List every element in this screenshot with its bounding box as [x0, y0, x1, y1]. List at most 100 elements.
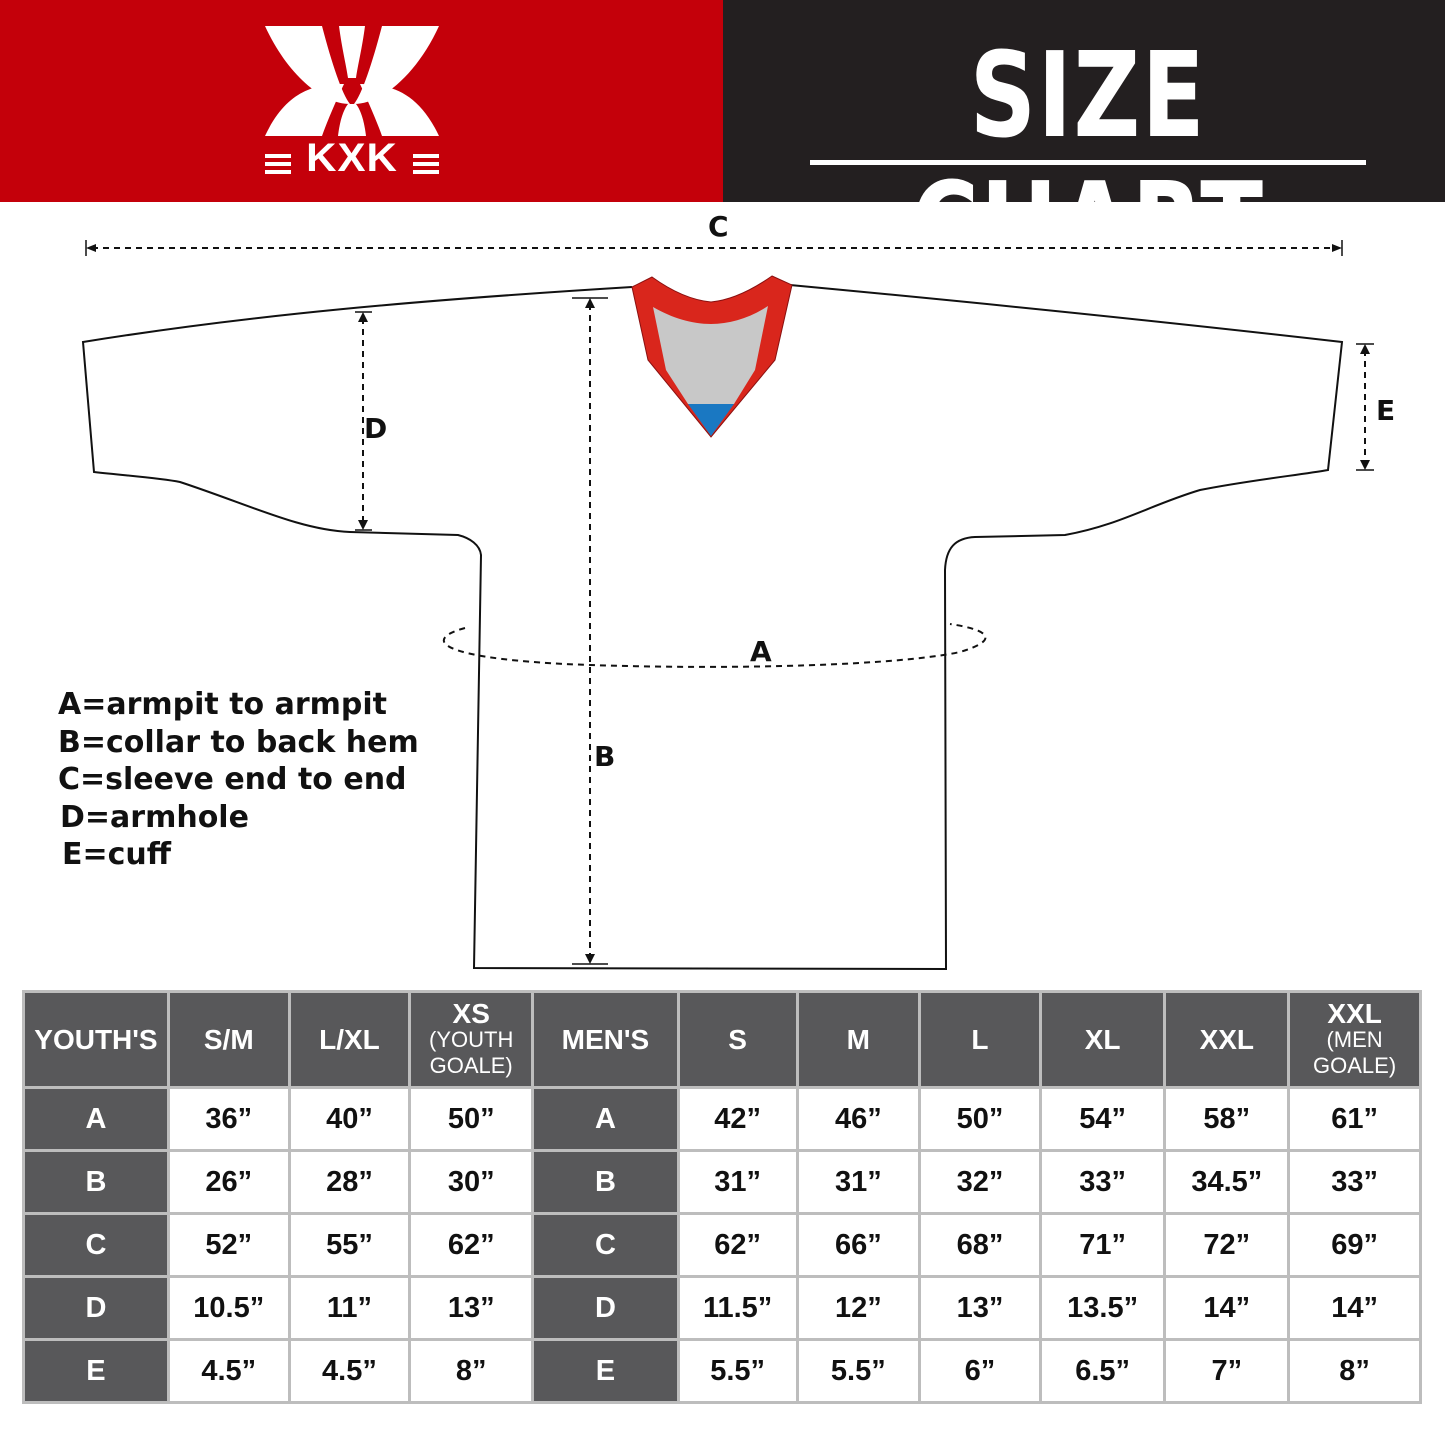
table-cell: 33” — [1287, 1149, 1422, 1215]
row-header: A — [531, 1086, 680, 1152]
column-header-main: XS — [452, 997, 490, 1029]
table-cell: 33” — [1038, 1149, 1167, 1215]
collar-tag — [688, 404, 734, 436]
table-cell: 31” — [676, 1149, 799, 1215]
table-cell: 32” — [918, 1149, 1042, 1215]
label-c: C — [708, 210, 729, 243]
table-cell: 6.5” — [1038, 1338, 1167, 1404]
table-cell: 58” — [1163, 1086, 1291, 1152]
jersey-diagram — [81, 240, 1374, 971]
column-header-main: L — [971, 1023, 989, 1055]
table-cell: 6” — [918, 1338, 1042, 1404]
table-cell: 4.5” — [166, 1338, 291, 1404]
row-header: D — [22, 1275, 170, 1341]
brand-name: KXK — [306, 136, 398, 180]
column-header: XXL (MEN GOALE) — [1287, 990, 1422, 1089]
jersey-outline — [81, 284, 1344, 971]
table-row: E 4.5” 4.5” 8” E 5.5” 5.5” 6” 6.5” 7” 8” — [22, 1338, 1422, 1404]
size-table: YOUTH'S S/M L/XL XS (YOUTH GOALE) MEN'S S M L XL X… — [22, 990, 1422, 1404]
column-header-main: XXL — [1199, 1023, 1255, 1055]
table-cell: 8” — [408, 1338, 535, 1404]
column-header-main: S/M — [203, 1023, 254, 1055]
table-cell: 11” — [287, 1275, 412, 1341]
table-row: B 26” 28” 30” B 31” 31” 32” 33” 34.5” 33” — [22, 1149, 1422, 1215]
row-header: D — [531, 1275, 680, 1341]
column-header-main: XXL — [1327, 997, 1382, 1029]
measurement-legend: A=armpit to armpit B=collar to back hem … — [58, 686, 419, 874]
title-underline — [810, 160, 1366, 165]
table-cell: 50” — [918, 1086, 1042, 1152]
column-header-sub: (YOUTH GOALE) — [429, 1026, 514, 1078]
table-cell: 46” — [795, 1086, 922, 1152]
column-header-main: MEN'S — [561, 1023, 650, 1055]
table-cell: 62” — [408, 1212, 535, 1278]
column-header-main: S — [728, 1023, 747, 1055]
row-header: C — [22, 1212, 170, 1278]
header-title-panel — [723, 0, 1445, 202]
row-header: E — [22, 1338, 170, 1404]
legend-item: B=collar to back hem — [58, 724, 419, 760]
table-cell: 71” — [1038, 1212, 1167, 1278]
table-cell: 31” — [795, 1149, 922, 1215]
column-header: S/M — [166, 990, 291, 1089]
label-a: A — [750, 635, 772, 668]
table-cell: 55” — [287, 1212, 412, 1278]
table-cell: 13.5” — [1038, 1275, 1167, 1341]
table-cell: 69” — [1287, 1212, 1422, 1278]
legend-item: A=armpit to armpit — [58, 687, 387, 722]
table-cell: 13” — [408, 1275, 535, 1341]
table-cell: 42” — [676, 1086, 799, 1152]
table-cell: 34.5” — [1163, 1149, 1291, 1215]
column-header-main: XL — [1084, 1023, 1121, 1055]
column-header: M — [795, 990, 922, 1089]
row-header: E — [531, 1338, 680, 1404]
column-header: XS (YOUTH GOALE) — [408, 990, 535, 1089]
table-row: C 52” 55” 62” C 62” 66” 68” 71” 72” 69” — [22, 1212, 1422, 1278]
table-cell: 54” — [1038, 1086, 1167, 1152]
table-cell: 61” — [1287, 1086, 1422, 1152]
table-cell: 8” — [1287, 1338, 1422, 1404]
table-cell: 7” — [1163, 1338, 1291, 1404]
table-cell: 62” — [676, 1212, 799, 1278]
table-cell: 4.5” — [287, 1338, 412, 1404]
kxk-logo — [265, 26, 439, 174]
table-cell: 5.5” — [795, 1338, 922, 1404]
table-header-row: YOUTH'S S/M L/XL XS (YOUTH GOALE) MEN'S S M L XL X… — [22, 990, 1422, 1089]
column-header: XL — [1038, 990, 1167, 1089]
column-header-main: L/XL — [319, 1023, 380, 1055]
column-header-sub: (MEN GOALE) — [1313, 1026, 1397, 1078]
table-cell: 52” — [166, 1212, 291, 1278]
column-header: YOUTH'S — [22, 990, 170, 1089]
row-header: A — [22, 1086, 170, 1152]
collar-inside — [653, 306, 768, 404]
column-header: XXL — [1163, 990, 1291, 1089]
table-cell: 12” — [795, 1275, 922, 1341]
table-cell: 26” — [166, 1149, 291, 1215]
label-b: B — [594, 740, 616, 773]
row-header: B — [531, 1149, 680, 1215]
table-cell: 11.5” — [676, 1275, 799, 1341]
column-header-main: M — [846, 1023, 870, 1055]
table-cell: 66” — [795, 1212, 922, 1278]
label-e: E — [1376, 394, 1396, 427]
table-cell: 50” — [408, 1086, 535, 1152]
table-cell: 13” — [918, 1275, 1042, 1341]
legend-item: E=cuff — [62, 837, 172, 872]
table-cell: 28” — [287, 1149, 412, 1215]
row-header: B — [22, 1149, 170, 1215]
table-cell: 40” — [287, 1086, 412, 1152]
column-header: L — [918, 990, 1042, 1089]
table-row: D 10.5” 11” 13” D 11.5” 12” 13” 13.5” 14” 14” — [22, 1275, 1422, 1341]
table-cell: 5.5” — [676, 1338, 799, 1404]
column-header: MEN'S — [531, 990, 680, 1089]
column-header-main: YOUTH'S — [34, 1023, 158, 1055]
table-cell: 36” — [166, 1086, 291, 1152]
page-title: SIZE CHART — [911, 26, 1265, 294]
table-cell: 68” — [918, 1212, 1042, 1278]
table-cell: 30” — [408, 1149, 535, 1215]
column-header: L/XL — [287, 990, 412, 1089]
label-d: D — [364, 412, 388, 445]
legend-item: D=armhole — [60, 799, 249, 835]
table-cell: 14” — [1287, 1275, 1422, 1341]
table-cell: 72” — [1163, 1212, 1291, 1278]
